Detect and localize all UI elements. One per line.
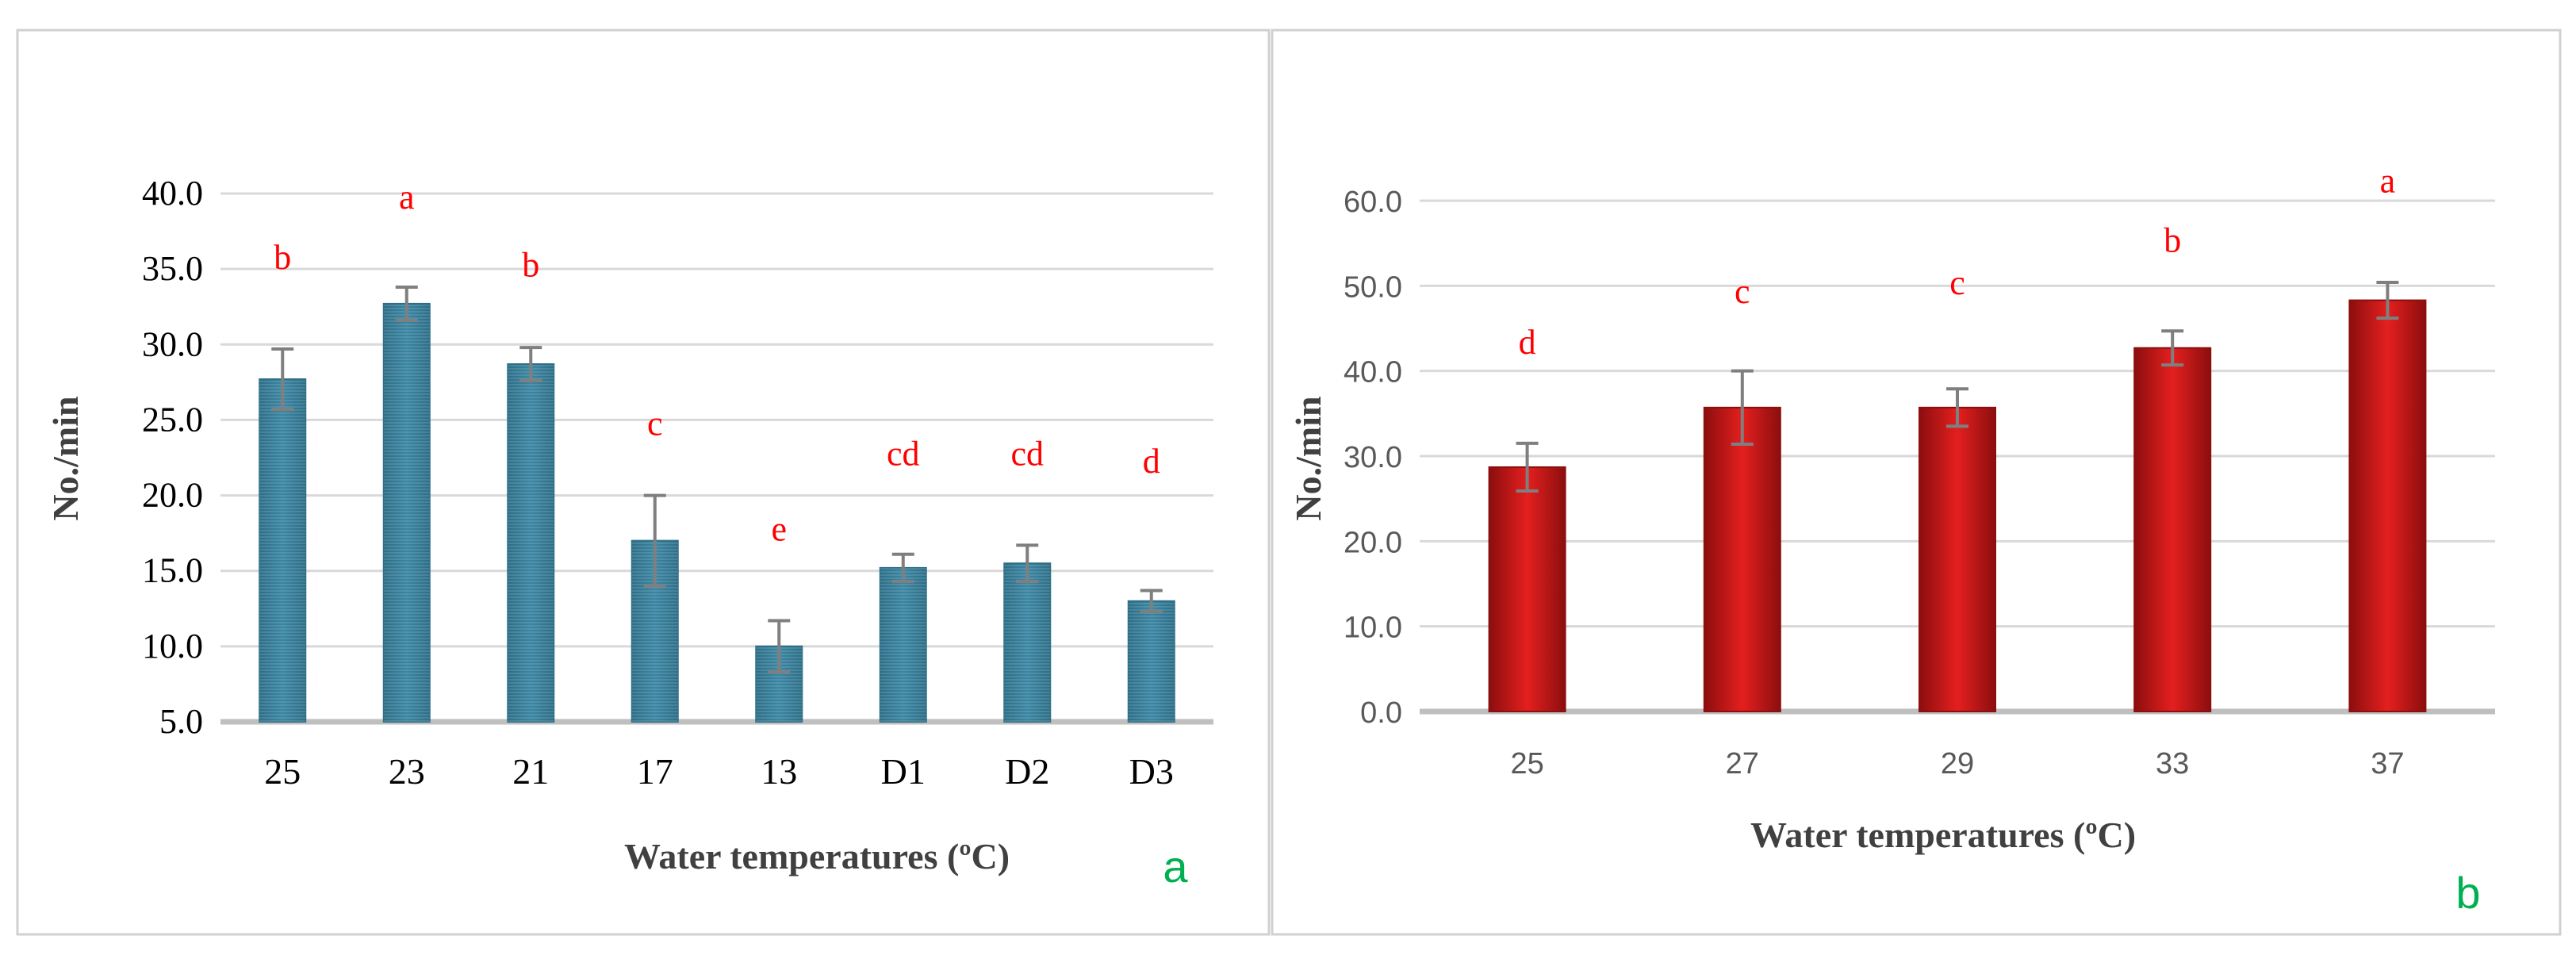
error-bar [768, 619, 791, 674]
bar [1703, 406, 1781, 712]
y-tick-label: 30.0 [142, 324, 203, 363]
panel-a-y-tick-labels: 5.0 10.0 15.0 20.0 25.0 30.0 35.0 40.0 [142, 174, 203, 741]
significance-label: a [2380, 161, 2396, 200]
panel-b-label: b [2455, 868, 2480, 918]
y-tick-label: 5.0 [159, 702, 203, 741]
panel-b-frame [1271, 29, 2562, 936]
significance-label: c [1949, 263, 1965, 302]
significance-label: cd [1010, 435, 1044, 474]
panel-a-frame [16, 29, 1271, 936]
y-tick-label: 50.0 [1344, 270, 1402, 304]
y-tick-label: 0.0 [1360, 696, 1402, 730]
panel-a-significance-labels: b a b c e cd cd d [274, 178, 1160, 549]
y-tick-label: 20.0 [142, 476, 203, 515]
bar [1488, 466, 1566, 712]
error-bar [519, 346, 542, 382]
significance-label: cd [887, 435, 920, 474]
y-tick-label: 30.0 [1344, 441, 1402, 474]
bar-texture [259, 379, 306, 722]
significance-label: d [1143, 442, 1160, 481]
panel-b-x-tick-labels: 25 27 29 33 37 [1510, 747, 2404, 780]
x-tick-label: 25 [264, 751, 301, 792]
error-bar [2161, 329, 2184, 367]
panel-b-x-axis-title: Water temperatures (ºC) [1750, 815, 2136, 855]
error-bar [2376, 281, 2399, 320]
significance-label: e [771, 510, 787, 549]
panel-b-y-tick-labels: 0.0 10.0 20.0 30.0 40.0 50.0 60.0 [1344, 186, 1402, 730]
error-bar [271, 347, 294, 412]
x-tick-label: 13 [761, 751, 797, 792]
significance-label: a [399, 178, 415, 217]
panel-b-error-bars [1516, 281, 2399, 493]
error-bar [395, 285, 418, 322]
error-bar [1516, 441, 1539, 493]
chart-panel-a: 5.0 10.0 15.0 20.0 25.0 30.0 35.0 40.0 b a b c e cd c… [16, 29, 1271, 936]
y-tick-label: 35.0 [142, 249, 203, 288]
error-bar [1946, 387, 1968, 428]
chart-panel-b: 0.0 10.0 20.0 30.0 40.0 50.0 60.0 d c c b a 25 27 29… [1271, 29, 2562, 936]
error-bar [1731, 369, 1754, 446]
bar-texture [880, 567, 926, 722]
x-tick-label: 29 [1941, 747, 1974, 780]
panel-b-bars [1488, 299, 2427, 712]
panel-a-x-axis-title: Water temperatures (ºC) [624, 836, 1010, 876]
significance-label: b [274, 238, 291, 277]
x-tick-label: D3 [1129, 751, 1174, 792]
y-tick-label: 20.0 [1344, 526, 1402, 559]
y-tick-label: 10.0 [142, 627, 203, 665]
bar [1919, 406, 1996, 712]
bar-texture [1004, 563, 1051, 722]
panel-a-x-tick-labels: 25 23 21 17 13 D1 D2 D3 [264, 751, 1174, 792]
x-tick-label: 17 [637, 751, 673, 792]
y-tick-label: 60.0 [1344, 186, 1402, 219]
x-tick-label: 37 [2371, 747, 2404, 780]
bar-texture [383, 303, 430, 722]
error-bar [643, 493, 666, 588]
panel-a-bars [259, 302, 1175, 723]
panel-b-y-axis-title: No./min [1288, 396, 1328, 520]
x-tick-label: D1 [881, 751, 926, 792]
error-bar [1140, 589, 1163, 614]
x-tick-label: 23 [389, 751, 425, 792]
y-tick-label: 40.0 [142, 174, 203, 213]
x-tick-label: 25 [1510, 747, 1543, 780]
panel-a-y-axis-title: No./min [45, 396, 86, 520]
significance-label: b [522, 246, 539, 285]
x-tick-label: 33 [2156, 747, 2189, 780]
y-tick-label: 10.0 [1344, 612, 1402, 645]
significance-label: c [1735, 272, 1750, 311]
x-tick-label: D2 [1005, 751, 1049, 792]
bar [2348, 299, 2427, 712]
error-bar [891, 552, 914, 584]
significance-label: d [1519, 323, 1536, 362]
panel-a-label: a [1163, 842, 1188, 892]
bar-texture [1128, 600, 1175, 722]
x-tick-label: 27 [1726, 747, 1759, 780]
y-tick-label: 40.0 [1344, 356, 1402, 389]
bar-texture [508, 364, 554, 722]
panel-b-significance-labels: d c c b a [1519, 161, 2396, 362]
y-tick-label: 15.0 [142, 551, 203, 590]
significance-label: c [647, 404, 663, 443]
error-bar [1016, 543, 1039, 584]
x-tick-label: 21 [512, 751, 549, 792]
y-tick-label: 25.0 [142, 400, 203, 439]
significance-label: b [2164, 221, 2181, 259]
bar [2133, 347, 2212, 712]
panel-a-error-bars [271, 285, 1163, 674]
